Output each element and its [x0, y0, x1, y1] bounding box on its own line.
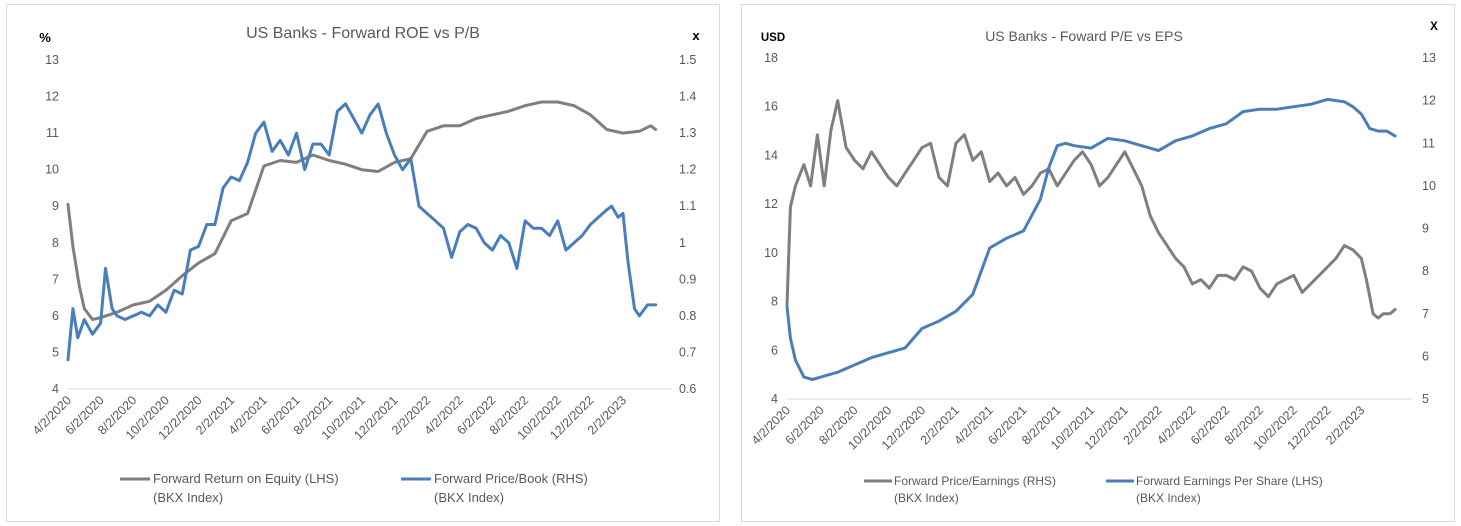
- right-tick-label: 1.2: [679, 163, 696, 177]
- right-tick-label: 1: [679, 236, 686, 250]
- roe-pb-chart: US Banks - Forward ROE vs P/B % x 4 5 6 7 8 9…: [30, 25, 701, 505]
- legend: Forward Return on Equity (LHS) (BKX Inde…: [120, 471, 588, 505]
- chart-title: US Banks - Foward P/E vs EPS: [985, 28, 1183, 44]
- right-tick-label: 5: [1422, 392, 1429, 406]
- left-tick-label: 8: [52, 236, 59, 250]
- right-tick-label: 8: [1422, 264, 1429, 278]
- left-tick-label: 12: [45, 90, 59, 104]
- legend-label-pb-line2: (BKX Index): [434, 490, 504, 505]
- series-line-1: [785, 99, 1397, 320]
- series-line-2: [66, 102, 658, 362]
- right-tick-label: 1.5: [679, 53, 696, 67]
- legend-label-roe-line2: (BKX Index): [153, 490, 223, 505]
- right-tick-label: 9: [1422, 222, 1429, 236]
- legend-label-eps-line2: (BKX Index): [1136, 491, 1201, 505]
- legend-label-pb-line1: Forward Price/Book (RHS): [434, 471, 588, 486]
- legend-label-eps-line1: Forward Earnings Per Share (LHS): [1136, 474, 1323, 488]
- series-line-1: [66, 100, 658, 321]
- right-axis-ticks: 5 6 7 8 9 10 11 12 13: [1422, 51, 1436, 406]
- left-axis-unit: USD: [761, 32, 785, 44]
- series-line-2: [785, 97, 1397, 381]
- left-axis-ticks: 4 5 6 7 8 9 10 11 12 13: [45, 53, 59, 396]
- legend: Forward Price/Earnings (RHS) (BKX Index)…: [864, 474, 1323, 505]
- right-tick-label: 13: [1422, 51, 1436, 65]
- right-tick-label: 0.9: [679, 272, 696, 286]
- left-tick-label: 8: [771, 295, 778, 309]
- left-tick-label: 4: [52, 382, 59, 396]
- left-tick-label: 6: [771, 343, 778, 357]
- left-tick-label: 11: [46, 126, 59, 140]
- right-tick-label: 0.7: [679, 345, 696, 359]
- left-tick-label: 18: [764, 51, 778, 65]
- chart-title: US Banks - Forward ROE vs P/B: [246, 25, 480, 42]
- left-tick-label: 12: [764, 197, 778, 211]
- right-tick-label: 7: [1422, 307, 1429, 321]
- right-tick-label: 1.4: [679, 90, 696, 104]
- series-group: [66, 100, 658, 362]
- legend-label-pe-line2: (BKX Index): [894, 491, 959, 505]
- legend-label-pe-line1: Forward Price/Earnings (RHS): [894, 474, 1056, 488]
- left-axis-unit: %: [39, 30, 51, 45]
- left-tick-label: 16: [764, 100, 778, 114]
- series-group: [785, 97, 1397, 381]
- right-tick-label: 0.6: [679, 382, 696, 396]
- left-tick-label: 7: [52, 272, 59, 286]
- legend-label-roe-line1: Forward Return on Equity (LHS): [153, 471, 339, 486]
- left-tick-label: 13: [45, 53, 59, 67]
- x-axis-ticks: 4/2/20206/2/20208/2/202010/2/202012/2/20…: [749, 403, 1368, 452]
- left-axis-ticks: 4 6 8 10 12 14 16 18: [764, 51, 778, 406]
- right-axis-unit: x: [692, 28, 700, 43]
- left-tick-label: 14: [764, 148, 778, 162]
- right-tick-label: 11: [1422, 136, 1435, 150]
- right-axis-ticks: 0.6 0.7 0.8 0.9 1 1.1 1.2 1.3 1.4 1.5: [679, 53, 696, 396]
- left-tick-label: 10: [45, 163, 59, 177]
- right-tick-label: 1.1: [679, 199, 696, 213]
- right-tick-label: 10: [1422, 179, 1436, 193]
- right-tick-label: 6: [1422, 349, 1429, 363]
- chart-panel-pe-eps: US Banks - Foward P/E vs EPS USD X 4 6 8 10…: [741, 4, 1455, 522]
- left-tick-label: 5: [52, 345, 59, 359]
- left-tick-label: 10: [764, 246, 778, 260]
- left-tick-label: 4: [771, 392, 778, 406]
- right-tick-label: 0.8: [679, 309, 696, 323]
- x-axis-ticks: 4/2/20206/2/20208/2/202010/2/202012/2/20…: [30, 393, 629, 442]
- chart-panel-roe-pb: US Banks - Forward ROE vs P/B % x 4 5 6 7 8 9…: [6, 4, 720, 522]
- right-tick-label: 1.3: [679, 126, 696, 140]
- pe-eps-chart: US Banks - Foward P/E vs EPS USD X 4 6 8 10…: [749, 21, 1438, 505]
- left-tick-label: 9: [52, 199, 59, 213]
- right-tick-label: 12: [1422, 94, 1436, 108]
- right-axis-unit: X: [1430, 21, 1438, 33]
- left-tick-label: 6: [52, 309, 59, 323]
